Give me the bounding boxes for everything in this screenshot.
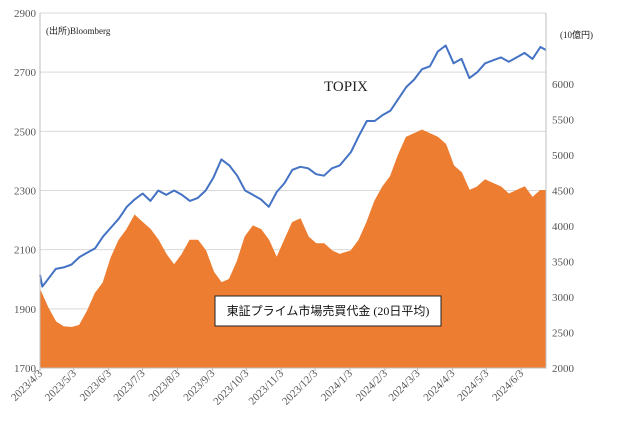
right-tick-label-8: 6000 bbox=[552, 79, 575, 91]
volume-label-box bbox=[214, 295, 442, 327]
left-tick-label-3: 2300 bbox=[14, 186, 37, 198]
left-tick-label-5: 2700 bbox=[14, 67, 37, 79]
x-tick-label-7: 2023/11/3 bbox=[247, 367, 287, 407]
right-tick-label-3: 3500 bbox=[552, 257, 575, 269]
plot-frame bbox=[39, 13, 547, 369]
x-tick-label-11: 2024/3/3 bbox=[386, 367, 422, 403]
right-tick-label-5: 4500 bbox=[552, 186, 575, 198]
x-tick-label-4: 2023/8/3 bbox=[146, 367, 182, 403]
left-tick-label-6: 2900 bbox=[14, 8, 37, 20]
x-tick-label-14: 2024/6/3 bbox=[490, 367, 526, 403]
right-tick-label-2: 3000 bbox=[552, 292, 575, 304]
left-tick-label-1: 1900 bbox=[14, 304, 37, 316]
x-tick-label-12: 2024/4/3 bbox=[421, 367, 457, 403]
x-tick-label-6: 2023/10/3 bbox=[211, 367, 251, 407]
topix-line-layer bbox=[39, 44, 547, 288]
x-tick-label-3: 2023/7/3 bbox=[112, 367, 148, 403]
topix-series-label: TOPIX bbox=[324, 79, 368, 95]
x-tick-label-9: 2024/1/3 bbox=[319, 367, 355, 403]
volume-area bbox=[39, 129, 547, 369]
volume-area-layer bbox=[39, 129, 547, 369]
x-tick-label-1: 2023/5/3 bbox=[43, 367, 79, 403]
topix-line bbox=[39, 44, 547, 288]
right-axis-unit: (10億円) bbox=[560, 29, 593, 40]
x-tick-label-8: 2023/12/3 bbox=[280, 367, 320, 407]
source-note: (出所)Bloomberg bbox=[46, 25, 111, 36]
right-tick-label-1: 2500 bbox=[552, 328, 575, 340]
x-tick-label-13: 2024/5/3 bbox=[455, 367, 491, 403]
right-axis-ticks: 2000 2500 3000 3500 4000 4500 5000 5500 6000 bbox=[552, 79, 575, 375]
left-tick-label-2: 2100 bbox=[14, 245, 37, 257]
right-tick-label-4: 4000 bbox=[552, 221, 575, 233]
left-tick-label-4: 2500 bbox=[14, 126, 37, 138]
left-axis-ticks: 1700 1900 2100 2300 2500 2700 2900 bbox=[14, 8, 37, 375]
right-tick-label-7: 5500 bbox=[552, 115, 575, 127]
right-tick-label-0: 2000 bbox=[552, 363, 575, 375]
left-tick-label-0: 1700 bbox=[14, 363, 37, 375]
x-tick-label-2: 2023/6/3 bbox=[78, 367, 114, 403]
x-axis-ticks: 2023/4/32023/5/32023/6/32023/7/32023/8/3… bbox=[9, 367, 527, 407]
right-tick-label-6: 5000 bbox=[552, 150, 575, 162]
volume-series-label: 東証プライム市場売買代金 (20日平均) bbox=[227, 303, 430, 318]
x-tick-label-10: 2024/2/3 bbox=[354, 367, 390, 403]
